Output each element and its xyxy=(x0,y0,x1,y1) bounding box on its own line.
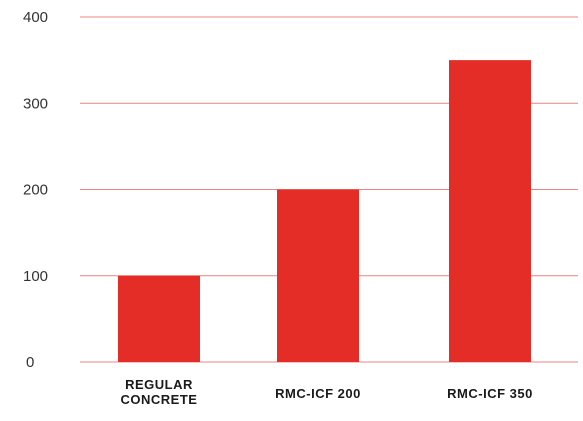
y-tick-label: 200 xyxy=(23,182,48,199)
x-category-label: RMC-ICF 200 xyxy=(275,386,361,401)
bar-rmc-icf-200 xyxy=(277,189,359,362)
bar-rmc-icf-350 xyxy=(449,60,531,362)
x-category-label: REGULAR CONCRETE xyxy=(121,377,198,407)
y-tick-label: 0 xyxy=(26,354,34,371)
y-tick-label: 100 xyxy=(23,268,48,285)
x-axis-categories: REGULAR CONCRETE RMC-ICF 200 RMC-ICF 350 xyxy=(121,377,533,407)
y-tick-label: 300 xyxy=(23,95,48,112)
x-category-label: RMC-ICF 350 xyxy=(447,386,533,401)
y-tick-label: 400 xyxy=(23,9,48,26)
y-axis-ticks: 0 100 200 300 400 xyxy=(23,9,48,371)
bar-regular-concrete xyxy=(118,275,200,362)
bars xyxy=(118,60,531,362)
